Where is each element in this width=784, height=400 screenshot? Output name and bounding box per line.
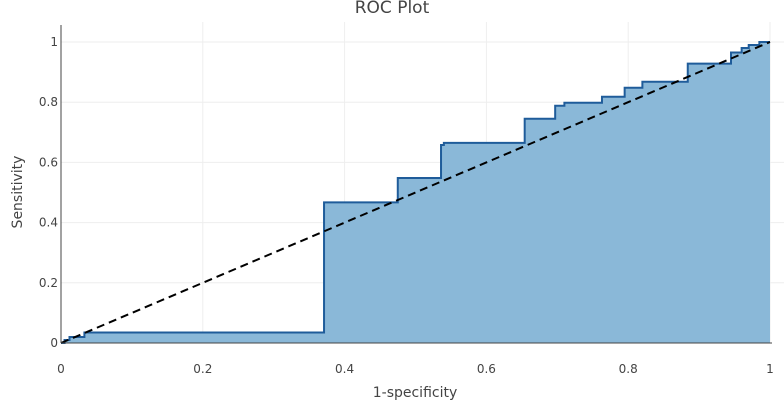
y-tick-label: 1 (50, 35, 58, 49)
y-tick-label: 0.4 (39, 216, 58, 230)
x-tick-label: 0 (57, 362, 65, 376)
x-tick-label: 1 (766, 362, 774, 376)
y-axis-title: Sensitivity (10, 156, 26, 229)
y-tick-label: 0.2 (39, 276, 58, 290)
y-tick-label: 0.6 (39, 155, 58, 169)
y-tick-label: 0 (50, 336, 58, 350)
x-tick-label: 0.6 (477, 362, 496, 376)
x-tick-label: 0.4 (335, 362, 354, 376)
x-tick-label: 0.2 (193, 362, 212, 376)
x-axis-title: 1-specificity (373, 385, 458, 400)
x-tick-label: 0.8 (619, 362, 638, 376)
chart-title: ROC Plot (355, 0, 430, 18)
reference-diagonal-line (60, 41, 771, 344)
data-layer (60, 41, 771, 344)
axes: 0 0.2 0.4 0.6 0.8 1 0 0.2 0.4 0.6 0.8 1 (39, 25, 774, 376)
y-tick-label: 0.8 (39, 95, 58, 109)
roc-curve-line (61, 41, 770, 344)
